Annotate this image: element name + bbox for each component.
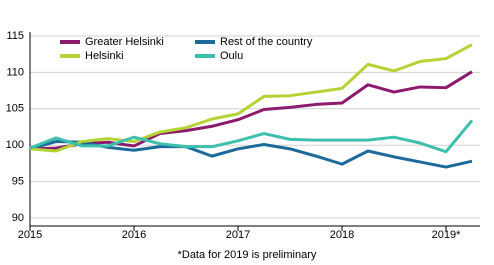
x-tick-label: 2015 xyxy=(18,229,42,241)
y-tick-label: 115 xyxy=(6,30,24,42)
y-tick-label: 105 xyxy=(6,103,24,115)
x-tick-label: 2018 xyxy=(330,229,354,241)
footnote: *Data for 2019 is preliminary xyxy=(178,249,317,261)
x-tick-label: 2019* xyxy=(432,229,461,241)
legend-label: Rest of the country xyxy=(220,36,313,48)
series-line xyxy=(29,70,473,151)
y-tick-label: 90 xyxy=(12,212,24,224)
y-tick-label: 110 xyxy=(6,66,24,78)
legend-label: Oulu xyxy=(220,50,243,62)
legend-label: Helsinki xyxy=(85,50,124,62)
series-line xyxy=(29,119,474,154)
series-line xyxy=(29,43,473,153)
y-tick-label: 100 xyxy=(6,139,24,151)
legend-label: Greater Helsinki xyxy=(85,36,164,48)
x-tick-label: 2016 xyxy=(122,229,146,241)
x-tick-label: 2017 xyxy=(226,229,250,241)
y-tick-label: 95 xyxy=(12,176,24,188)
